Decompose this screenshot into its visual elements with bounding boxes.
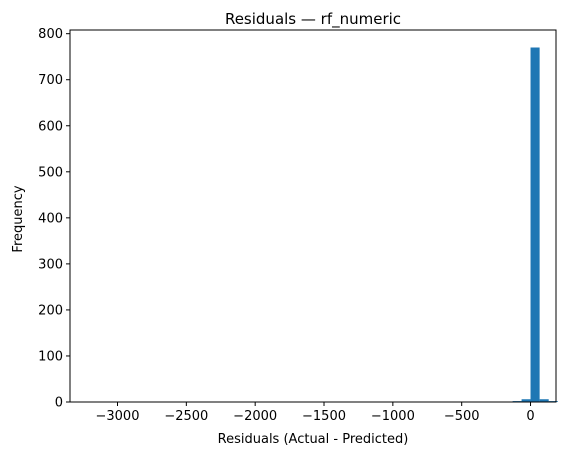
y-tick-label: 800 — [38, 27, 63, 42]
y-tick-label: 0 — [55, 396, 63, 411]
x-tick-label: −3000 — [96, 409, 140, 424]
histogram-bar — [530, 47, 540, 402]
y-tick-label: 400 — [38, 211, 63, 226]
y-tick-label: 600 — [38, 119, 63, 134]
x-tick-label: 0 — [526, 409, 534, 424]
y-axis-label: Frequency — [11, 185, 26, 252]
x-axis-label: Residuals (Actual - Predicted) — [218, 432, 409, 447]
x-tick-label: −1500 — [302, 409, 346, 424]
y-tick-label: 300 — [38, 257, 63, 272]
histogram-bar — [539, 399, 549, 402]
x-ticks-group: −3000 −2500 −2000 −1500 −1000 −500 0 — [96, 402, 535, 424]
x-tick-label: −500 — [444, 409, 480, 424]
y-tick-label: 100 — [38, 349, 63, 364]
x-tick-label: −2500 — [164, 409, 208, 424]
plot-frame — [69, 29, 557, 403]
chart-title: Residuals — rf_numeric — [225, 10, 401, 29]
y-tick-label: 700 — [38, 73, 63, 88]
histogram-bar — [521, 399, 531, 402]
y-tick-label: 500 — [38, 165, 63, 180]
y-ticks-group: 0 100 200 300 400 500 600 700 800 — [38, 27, 70, 411]
x-tick-label: −2000 — [233, 409, 277, 424]
y-tick-label: 200 — [38, 303, 63, 318]
x-tick-label: −1000 — [371, 409, 415, 424]
